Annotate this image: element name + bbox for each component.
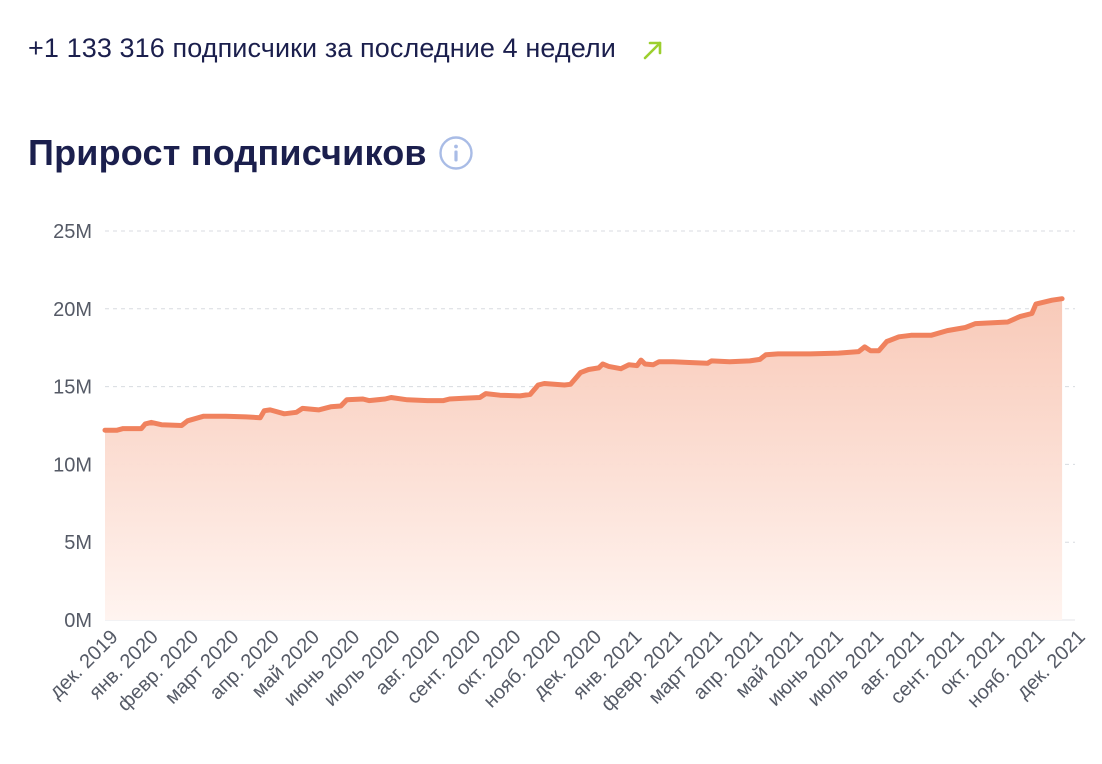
y-tick-label: 25M xyxy=(53,221,92,243)
summary-text: +1 133 316 подписчики за последние 4 нед… xyxy=(28,32,616,63)
y-tick-label: 20M xyxy=(53,299,92,321)
info-icon[interactable] xyxy=(439,136,473,170)
subscriber-summary: +1 133 316 подписчики за последние 4 нед… xyxy=(28,28,664,68)
series-area-fill xyxy=(105,298,1063,620)
chart-header: Прирост подписчиков xyxy=(28,128,473,178)
y-tick-label: 10M xyxy=(53,454,92,476)
y-axis: 0M 5M 10M 15M 20M 25M xyxy=(53,221,92,632)
arrow-up-right-icon xyxy=(642,37,664,60)
y-tick-label: 15M xyxy=(53,377,92,399)
series-line xyxy=(102,296,1065,433)
y-tick-label: 5M xyxy=(64,532,92,554)
y-tick-label: 0M xyxy=(64,610,92,632)
chart-title: Прирост подписчиков xyxy=(28,132,427,173)
series-area xyxy=(102,296,1065,620)
